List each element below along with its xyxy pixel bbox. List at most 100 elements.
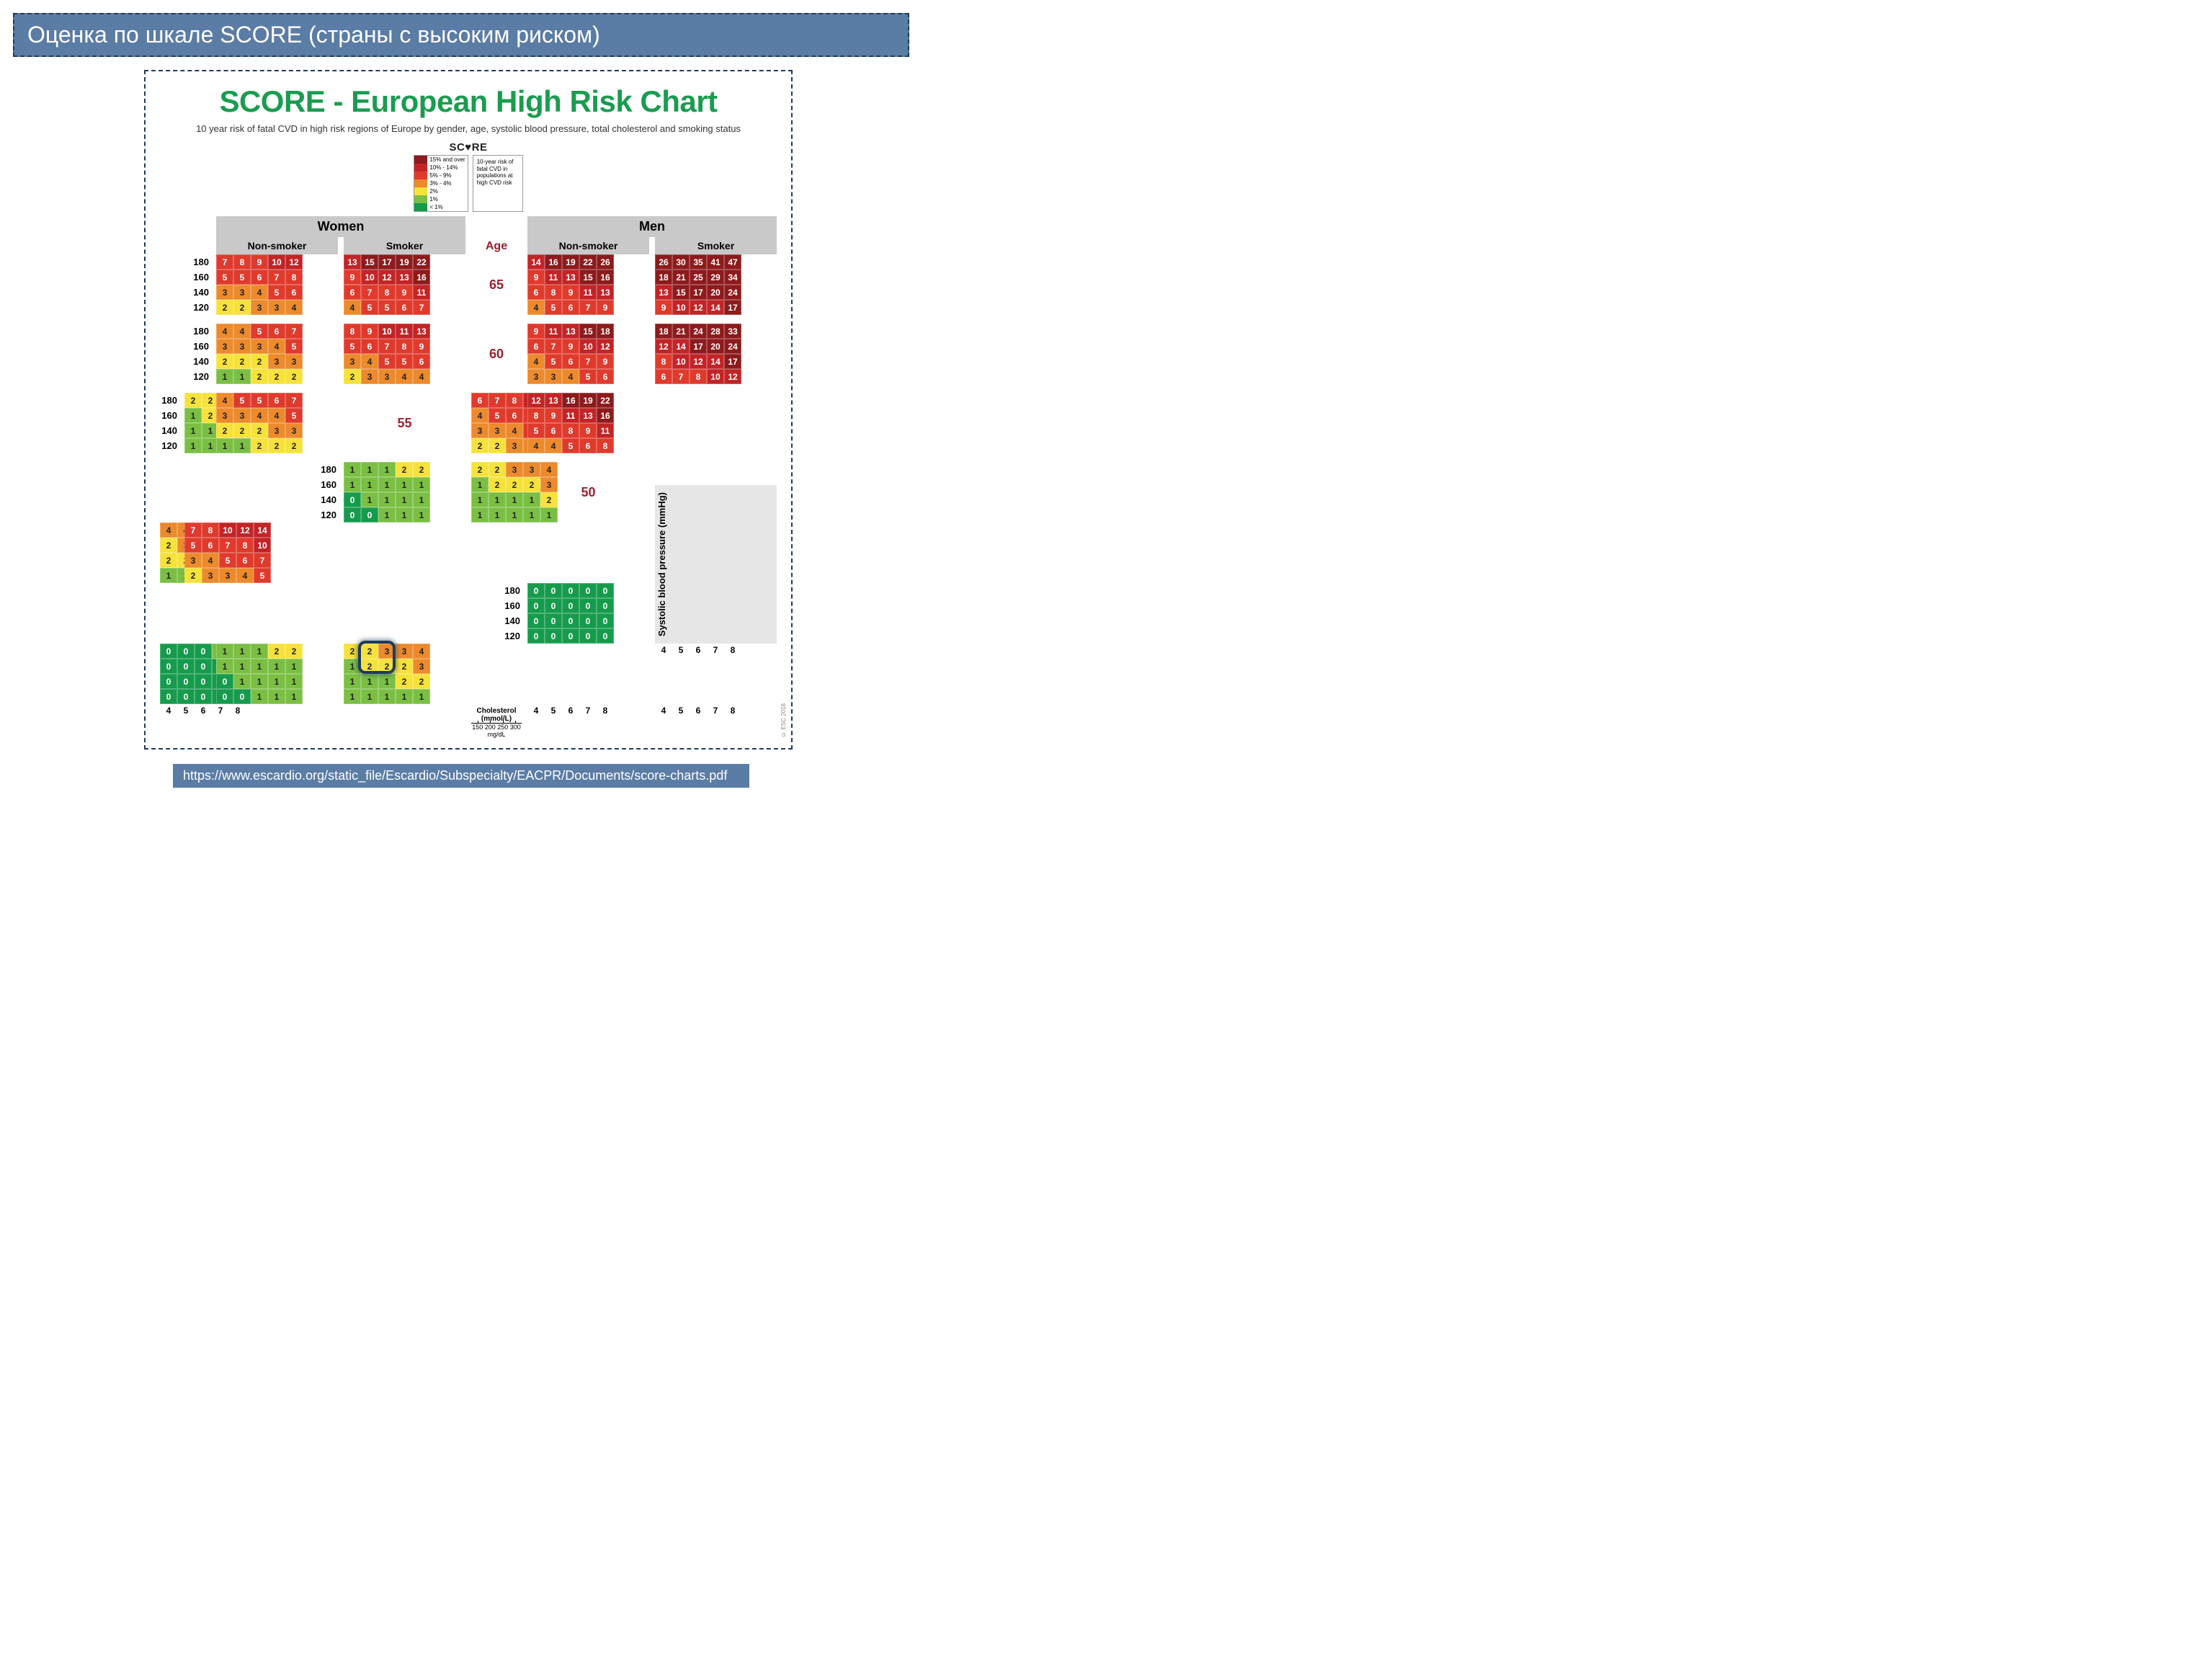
cell: 24 xyxy=(690,324,707,339)
cell: 2 xyxy=(184,568,202,583)
cell: 2 xyxy=(233,423,251,438)
cell: 5 xyxy=(361,300,378,315)
cell: 5 xyxy=(254,568,271,583)
cell: 3 xyxy=(268,423,285,438)
cell: 9 xyxy=(545,408,562,423)
cell: 3 xyxy=(413,659,430,674)
cell: 2 xyxy=(489,477,506,492)
cell: 3 xyxy=(471,423,489,438)
cell: 8 xyxy=(527,408,545,423)
cell: 9 xyxy=(527,270,545,285)
cell: 16 xyxy=(413,270,430,285)
cell: 10 xyxy=(219,522,236,538)
cell: 8 xyxy=(562,423,579,438)
cell: 3 xyxy=(268,300,285,315)
cell: 15 xyxy=(672,285,690,300)
cell: 3 xyxy=(506,462,523,477)
cell: 7 xyxy=(361,285,378,300)
cell: 1 xyxy=(523,492,540,507)
cell: 5 xyxy=(396,354,413,369)
heat-men_non-50: 44567233452223311222 xyxy=(160,522,179,583)
cell: 4 xyxy=(396,369,413,384)
cell: 7 xyxy=(413,300,430,315)
cell: 12 xyxy=(236,522,254,538)
cell: 1 xyxy=(489,492,506,507)
cell: 8 xyxy=(506,393,523,408)
cell: 4 xyxy=(160,522,177,538)
cell: 2 xyxy=(285,644,303,659)
cell: 8 xyxy=(597,438,614,453)
cell: 1 xyxy=(285,674,303,689)
cell: 11 xyxy=(579,285,597,300)
cell: 5 xyxy=(545,354,562,369)
cell: 1 xyxy=(378,477,396,492)
cell: 5 xyxy=(285,408,303,423)
cell: 14 xyxy=(707,300,724,315)
cell: 1 xyxy=(540,507,558,522)
cell: 1 xyxy=(285,689,303,704)
cell: 4 xyxy=(268,408,285,423)
cell: 2 xyxy=(471,438,489,453)
cell: 5 xyxy=(233,270,251,285)
cell: 1 xyxy=(506,507,523,522)
cell: 13 xyxy=(545,393,562,408)
cholesterol-axis: 45678 xyxy=(527,706,649,716)
cell: 10 xyxy=(672,300,690,315)
cell: 6 xyxy=(655,369,672,384)
cell: 2 xyxy=(285,438,303,453)
cell: 1 xyxy=(396,477,413,492)
cell: 5 xyxy=(545,300,562,315)
cell: 14 xyxy=(672,339,690,354)
cell: 4 xyxy=(233,324,251,339)
cell: 1 xyxy=(216,369,233,384)
cell: 15 xyxy=(579,324,597,339)
cell: 1 xyxy=(344,462,361,477)
cell: 2 xyxy=(268,438,285,453)
cell: 0 xyxy=(160,689,177,704)
smoker-header-yes: Smoker xyxy=(655,237,777,254)
cell: 2 xyxy=(540,492,558,507)
chart-subtitle: 10 year risk of fatal CVD in high risk r… xyxy=(160,123,777,134)
cell: 34 xyxy=(724,270,741,285)
cell: 13 xyxy=(655,285,672,300)
cell: 4 xyxy=(268,339,285,354)
cell: 18 xyxy=(597,324,614,339)
cell: 1 xyxy=(413,477,430,492)
cell: 5 xyxy=(489,408,506,423)
cell: 17 xyxy=(724,354,741,369)
cell: 26 xyxy=(597,254,614,270)
cell: 3 xyxy=(361,369,378,384)
cell: 0 xyxy=(545,628,562,644)
cell: 1 xyxy=(361,492,378,507)
cell: 12 xyxy=(285,254,303,270)
cell: 7 xyxy=(219,538,236,553)
cell: 47 xyxy=(724,254,741,270)
cell: 0 xyxy=(545,598,562,613)
cell: 3 xyxy=(216,339,233,354)
cell: 9 xyxy=(579,423,597,438)
cell: 1 xyxy=(184,408,202,423)
cell: 33 xyxy=(724,324,741,339)
cell: 0 xyxy=(579,613,597,628)
cell: 8 xyxy=(236,538,254,553)
bp-values: 180160140120 xyxy=(184,254,210,315)
cell: 17 xyxy=(690,339,707,354)
cell: 24 xyxy=(724,285,741,300)
cell: 7 xyxy=(216,254,233,270)
cell: 5 xyxy=(378,354,396,369)
copyright-note: © ESC 2018 xyxy=(780,703,787,738)
cell: 5 xyxy=(251,324,268,339)
cell: 8 xyxy=(655,354,672,369)
cell: 0 xyxy=(579,628,597,644)
cell: 0 xyxy=(545,613,562,628)
cell: 0 xyxy=(562,598,579,613)
heat-men_yes-40: 22334122231112211111 xyxy=(344,644,465,704)
cell: 21 xyxy=(672,324,690,339)
cell: 11 xyxy=(396,324,413,339)
cell: 9 xyxy=(527,324,545,339)
heat-men_non-65: 1416192226911131516689111345679 xyxy=(527,254,649,315)
heat-men_non-60: 91113151867910124567933456 xyxy=(527,324,649,384)
slide-header: Оценка по шкале SCORE (страны с высоким … xyxy=(13,13,909,57)
cell: 1 xyxy=(413,492,430,507)
cell: 4 xyxy=(216,393,233,408)
